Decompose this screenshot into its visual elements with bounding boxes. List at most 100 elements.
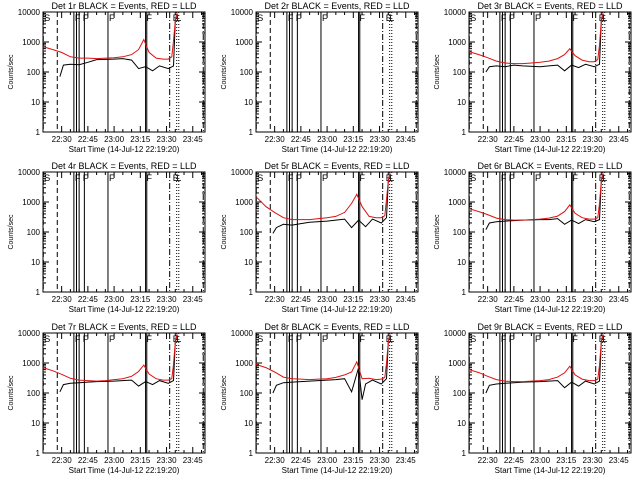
x-tick-label: 22:30 xyxy=(478,456,499,465)
y-tick-label: 10000 xyxy=(444,8,467,17)
y-tick-label: 100 xyxy=(453,389,467,398)
x-axis-label: Start Time (14-Jul-12 22:19:20) xyxy=(282,466,393,475)
x-tick-label: 23:15 xyxy=(556,135,577,144)
x-tick-label: 22:30 xyxy=(478,295,499,304)
flag-glyph: F xyxy=(288,173,294,183)
panel-title: Det 1r BLACK = Events, RED = LLD xyxy=(51,1,197,11)
y-tick-label: 10 xyxy=(31,98,40,107)
series-line-lld xyxy=(42,334,178,382)
y-tick-label: 1000 xyxy=(22,38,40,47)
y-axis-label: Counts/sec xyxy=(221,54,228,90)
flag-glyph: L xyxy=(602,334,607,344)
panel-det-3: Det 3r BLACK = Events, RED = LLD 1 10 100 10… xyxy=(434,1,632,154)
flag-glyph: F xyxy=(109,334,115,344)
flag-glyph: L xyxy=(389,334,394,344)
axes-frame xyxy=(255,332,419,454)
flag-glyph: F xyxy=(535,13,541,23)
panel-title: Det 8r BLACK = Events, RED = LLD xyxy=(264,322,410,332)
flag-glyph: F xyxy=(501,173,507,183)
x-tick-label: 22:30 xyxy=(265,456,286,465)
axes-frame xyxy=(255,171,419,293)
y-tick-label: 10000 xyxy=(18,329,41,338)
flag-glyph: S xyxy=(44,13,50,23)
flag-glyph: F xyxy=(573,13,579,23)
panel-title: Det 7r BLACK = Events, RED = LLD xyxy=(51,322,197,332)
y-tick-label: 1 xyxy=(462,128,467,137)
x-tick-label: 23:30 xyxy=(370,295,391,304)
flag-glyph: F xyxy=(83,334,89,344)
x-tick-label: 22:45 xyxy=(291,456,312,465)
y-tick-label: 1000 xyxy=(448,38,466,47)
x-tick-label: 23:45 xyxy=(396,295,417,304)
y-tick-label: 1 xyxy=(462,449,467,458)
y-tick-label: 1000 xyxy=(235,198,253,207)
series-line-events xyxy=(272,334,391,400)
flag-glyph: L xyxy=(176,334,181,344)
x-tick-label: 23:30 xyxy=(157,135,178,144)
y-tick-label: 100 xyxy=(27,228,41,237)
series-line-lld xyxy=(468,13,604,65)
series-line-lld xyxy=(255,334,391,381)
x-tick-label: 23:15 xyxy=(130,295,151,304)
x-tick-label: 22:30 xyxy=(478,135,499,144)
y-tick-label: 10000 xyxy=(18,8,41,17)
series-line-events xyxy=(59,13,178,77)
flag-glyph: F xyxy=(322,334,328,344)
panel-title: Det 9r BLACK = Events, RED = LLD xyxy=(477,322,623,332)
x-tick-label: 23:00 xyxy=(317,456,338,465)
flag-glyph: L xyxy=(389,13,394,23)
x-axis-label: Start Time (14-Jul-12 22:19:20) xyxy=(282,145,393,154)
y-tick-label: 1 xyxy=(36,449,41,458)
y-tick-label: 100 xyxy=(240,68,254,77)
flag-glyph: S xyxy=(257,334,263,344)
x-tick-label: 23:30 xyxy=(583,456,604,465)
series-line-events xyxy=(485,13,604,73)
x-tick-label: 23:45 xyxy=(183,295,204,304)
flag-glyph: L xyxy=(176,13,181,23)
flag-glyph: F xyxy=(296,334,302,344)
flag-glyph: F xyxy=(509,334,515,344)
y-tick-label: 1000 xyxy=(235,38,253,47)
flag-glyph: F xyxy=(509,173,515,183)
y-tick-label: 10 xyxy=(457,419,466,428)
x-tick-label: 23:00 xyxy=(530,135,551,144)
x-tick-label: 23:45 xyxy=(609,456,630,465)
x-tick-label: 23:00 xyxy=(104,135,125,144)
x-tick-label: 23:00 xyxy=(317,295,338,304)
series-line-lld xyxy=(468,334,604,383)
x-axis-label: Start Time (14-Jul-12 22:19:20) xyxy=(495,466,606,475)
x-tick-label: 23:30 xyxy=(157,456,178,465)
panel-det-8: Det 8r BLACK = Events, RED = LLD 1 10 100 10… xyxy=(221,322,419,475)
y-tick-label: 10 xyxy=(244,419,253,428)
flag-glyph: F xyxy=(501,13,507,23)
x-tick-label: 22:45 xyxy=(504,135,525,144)
flag-glyph: F xyxy=(147,334,153,344)
y-tick-label: 1 xyxy=(249,128,254,137)
series-line-events xyxy=(59,334,178,393)
y-axis-label: Counts/sec xyxy=(221,375,228,411)
panel-title: Det 4r BLACK = Events, RED = LLD xyxy=(51,161,197,171)
panel-det-1: Det 1r BLACK = Events, RED = LLD 1 10 100 10… xyxy=(8,1,206,154)
series-line-events xyxy=(485,173,604,230)
x-tick-label: 22:45 xyxy=(78,456,99,465)
flag-glyph: F xyxy=(83,13,89,23)
x-tick-label: 23:00 xyxy=(317,135,338,144)
flag-glyph: S xyxy=(44,173,50,183)
flag-glyph: F xyxy=(288,334,294,344)
x-tick-label: 23:15 xyxy=(343,135,364,144)
y-tick-label: 10 xyxy=(244,98,253,107)
y-tick-label: 10000 xyxy=(444,329,467,338)
flag-glyph: F xyxy=(509,13,515,23)
x-tick-label: 23:30 xyxy=(157,295,178,304)
flag-glyph: F xyxy=(360,13,366,23)
x-tick-label: 22:45 xyxy=(291,135,312,144)
flag-glyph: E xyxy=(386,13,392,23)
x-tick-label: 23:30 xyxy=(370,135,391,144)
y-tick-label: 10000 xyxy=(231,168,254,177)
y-tick-label: 10000 xyxy=(444,168,467,177)
y-tick-label: 1000 xyxy=(22,359,40,368)
x-tick-label: 23:15 xyxy=(343,295,364,304)
x-tick-label: 23:00 xyxy=(104,295,125,304)
x-tick-label: 22:30 xyxy=(265,295,286,304)
